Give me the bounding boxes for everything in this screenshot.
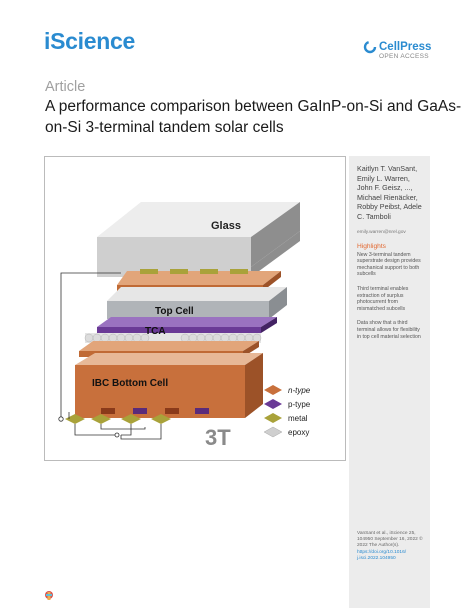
legend: n-type p-type metal epoxy	[263, 385, 311, 438]
legend-item: n-type	[264, 385, 311, 395]
highlight-item: New 3-terminal tandem superstrate design…	[357, 251, 421, 278]
highlight-item: Third terminal enables extraction of sur…	[357, 285, 409, 312]
top-cell-label: Top Cell	[155, 306, 194, 317]
bottom-cell-label: IBC Bottom Cell	[92, 378, 168, 389]
publisher-logo: CellPress	[363, 40, 431, 54]
config-label: 3T	[205, 425, 231, 450]
glass-label: Glass	[211, 220, 241, 232]
legend-label: metal	[288, 414, 308, 423]
correspondence-email[interactable]: emily.warren@nrel.gov	[357, 229, 406, 235]
cellpress-icon	[363, 40, 377, 54]
bottom-cell-layer	[75, 353, 263, 418]
top-cell-layer	[107, 287, 287, 319]
citation-block: VanSant et al., iScience 25, 104950 Sept…	[357, 531, 427, 562]
citation-text: VanSant et al., iScience 25, 104950 Sept…	[357, 531, 423, 549]
solar-cell-diagram: Glass Top Cell	[58, 202, 311, 450]
legend-item: epoxy	[263, 426, 309, 438]
tca-label: TCA	[145, 326, 166, 337]
journal-logo: iScience	[44, 28, 135, 54]
legend-label: epoxy	[288, 428, 309, 437]
author-list: Kaitlyn T. VanSant, Emily L. Warren, Joh…	[357, 164, 422, 221]
open-access-label: OPEN ACCESS	[379, 53, 429, 60]
legend-label: n-type	[288, 386, 311, 395]
article-type: Article	[45, 79, 86, 95]
highlights-heading: Highlights	[357, 242, 386, 250]
doi-link[interactable]: https://doi.org/10.1016/ j.isci.2022.104…	[357, 549, 407, 561]
circuit-wires	[58, 272, 162, 440]
article-sidebar: Kaitlyn T. VanSant, Emily L. Warren, Joh…	[349, 156, 430, 608]
legend-label: p-type	[288, 400, 311, 409]
crossmark-icon[interactable]	[44, 590, 54, 602]
glass-layer	[97, 202, 300, 277]
article-title: A performance comparison between GaInP-o…	[45, 98, 462, 136]
publisher-name: CellPress	[379, 41, 432, 53]
bottom-contacts	[65, 414, 171, 424]
graphical-abstract: Glass Top Cell	[44, 156, 346, 461]
tca-layer	[84, 333, 262, 343]
highlight-item: Data show that a third terminal allows f…	[357, 320, 421, 340]
legend-item: metal	[264, 413, 308, 423]
legend-item: p-type	[264, 399, 311, 409]
top-p-layer	[97, 317, 277, 333]
